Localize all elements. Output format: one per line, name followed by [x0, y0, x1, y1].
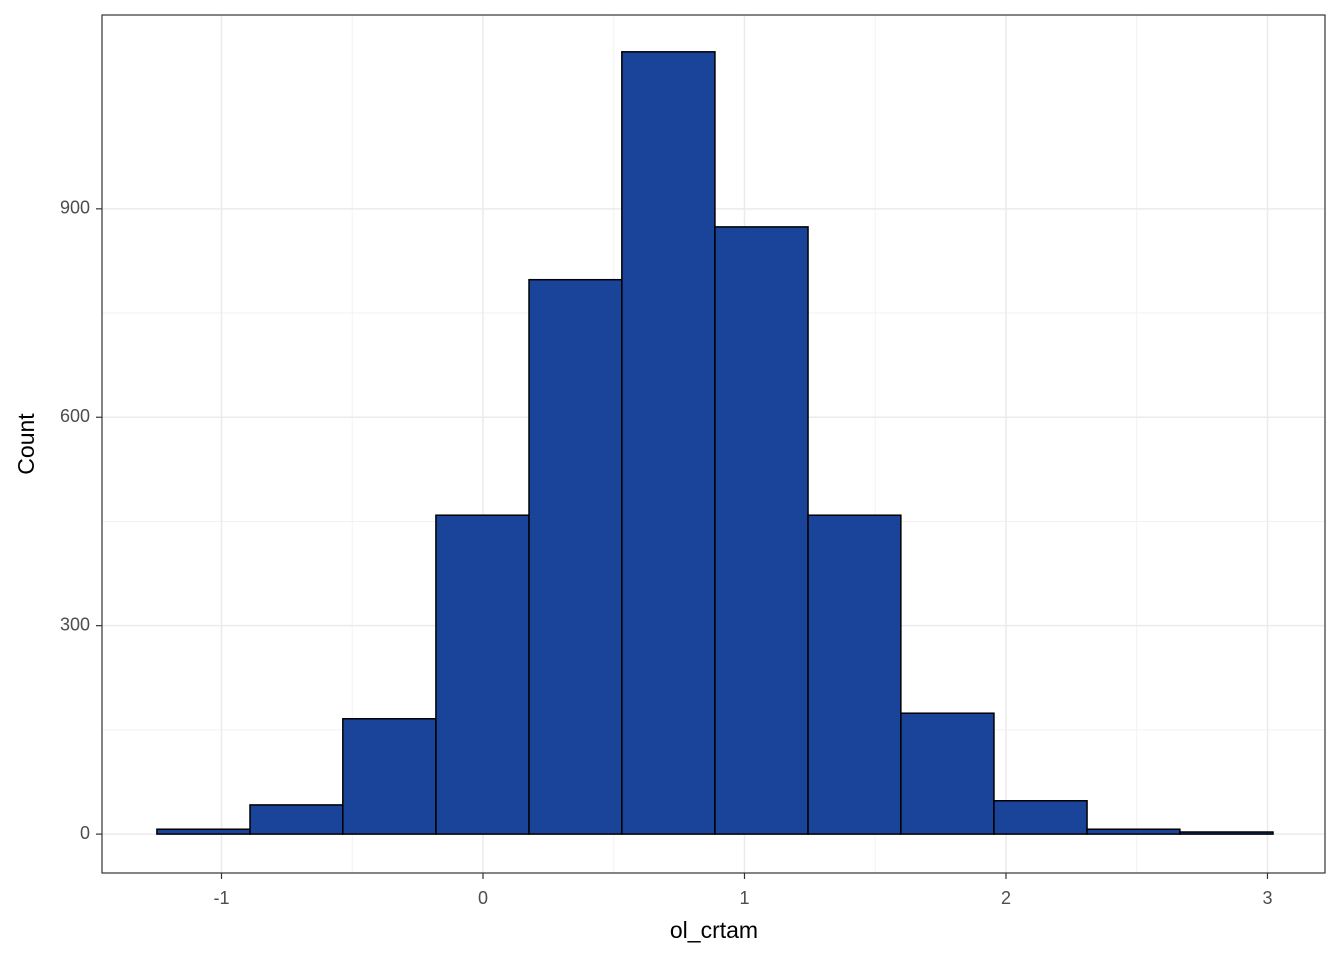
bar — [807, 514, 902, 835]
y-axis-label: Count — [13, 413, 39, 475]
bar — [1179, 831, 1274, 835]
bars — [156, 51, 1274, 835]
x-tick-label: -1 — [213, 888, 229, 908]
x-tick-label: 3 — [1262, 888, 1272, 908]
y-tick-label: 0 — [80, 823, 90, 843]
bar — [1086, 828, 1181, 835]
bar — [342, 718, 437, 835]
bar — [714, 226, 809, 835]
bar — [621, 51, 716, 835]
x-tick-label: 1 — [739, 888, 749, 908]
bar — [156, 828, 251, 835]
bar — [528, 278, 623, 835]
bar — [900, 712, 995, 835]
y-tick-label: 600 — [60, 406, 90, 426]
x-axis-label: ol_crtam — [670, 917, 758, 943]
bar — [993, 799, 1088, 835]
y-tick-label: 300 — [60, 614, 90, 634]
axes: -1 0 1 2 3 0 300 600 900 — [60, 198, 1273, 908]
panel-border — [101, 14, 1326, 874]
bar — [249, 804, 344, 835]
x-tick-label: 2 — [1001, 888, 1011, 908]
bar — [435, 514, 530, 835]
y-tick-label: 900 — [60, 198, 90, 218]
x-tick-label: 0 — [478, 888, 488, 908]
